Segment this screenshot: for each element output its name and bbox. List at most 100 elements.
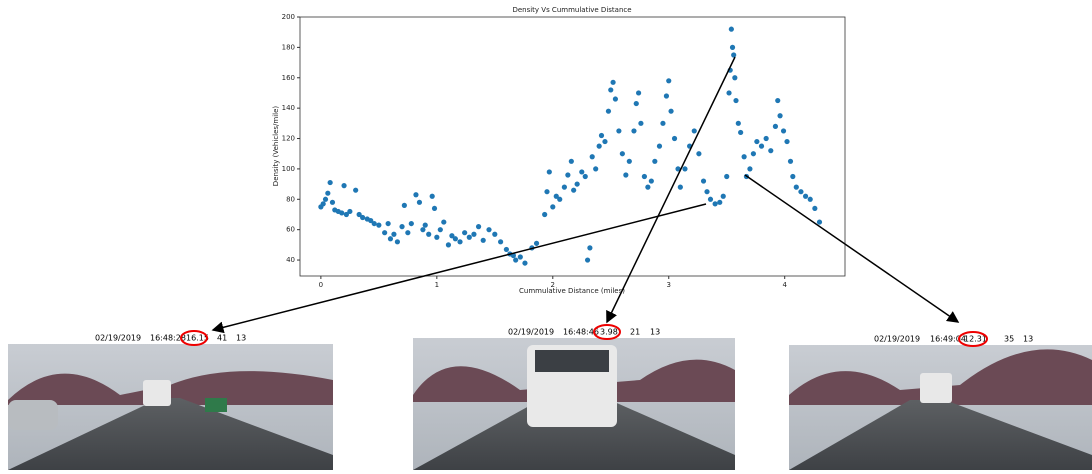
point xyxy=(441,219,446,224)
point xyxy=(438,227,443,232)
point xyxy=(402,203,407,208)
point xyxy=(562,185,567,190)
point xyxy=(708,197,713,202)
point xyxy=(798,189,803,194)
point xyxy=(812,206,817,211)
point xyxy=(569,159,574,164)
point xyxy=(347,209,352,214)
x-tick-label: 4 xyxy=(782,281,787,289)
point xyxy=(417,200,422,205)
point xyxy=(409,221,414,226)
point xyxy=(376,223,381,228)
point xyxy=(682,166,687,171)
point xyxy=(738,130,743,135)
frame-speed: 35 xyxy=(1004,335,1014,344)
point xyxy=(616,128,621,133)
y-tick-label: 180 xyxy=(282,43,295,51)
point xyxy=(405,230,410,235)
y-tick-label: 200 xyxy=(282,13,295,21)
point xyxy=(486,227,491,232)
point xyxy=(382,230,387,235)
frame-lane: 13 xyxy=(236,334,246,343)
point xyxy=(613,96,618,101)
point xyxy=(620,151,625,156)
point xyxy=(575,181,580,186)
point xyxy=(781,128,786,133)
point xyxy=(664,93,669,98)
point xyxy=(467,235,472,240)
x-axis-label: Cummulative Distance (miles) xyxy=(519,287,625,295)
point xyxy=(754,139,759,144)
frame-distance: 12.31 xyxy=(964,335,987,344)
frame-lane: 13 xyxy=(1023,335,1033,344)
y-tick-label: 140 xyxy=(282,104,295,112)
point xyxy=(777,113,782,118)
point xyxy=(518,254,523,259)
point xyxy=(794,185,799,190)
point xyxy=(660,121,665,126)
point xyxy=(642,174,647,179)
point xyxy=(426,232,431,237)
point xyxy=(590,154,595,159)
point xyxy=(481,238,486,243)
point xyxy=(790,174,795,179)
video-frame: 02/19/2019 16:48:28 16.15 41 13 xyxy=(8,331,333,470)
point xyxy=(325,191,330,196)
point xyxy=(457,239,462,244)
point xyxy=(597,144,602,149)
point xyxy=(353,188,358,193)
point xyxy=(736,121,741,126)
y-tick-label: 160 xyxy=(282,74,295,82)
point xyxy=(634,101,639,106)
point xyxy=(627,159,632,164)
point xyxy=(522,260,527,265)
point xyxy=(330,200,335,205)
point xyxy=(471,232,476,237)
point xyxy=(571,188,576,193)
point xyxy=(666,78,671,83)
point xyxy=(636,90,641,95)
frame-speed: 21 xyxy=(630,328,640,337)
point xyxy=(696,151,701,156)
point xyxy=(657,144,662,149)
x-tick-label: 3 xyxy=(667,281,671,289)
point xyxy=(817,219,822,224)
point xyxy=(775,98,780,103)
point xyxy=(721,194,726,199)
point xyxy=(587,245,592,250)
point xyxy=(747,166,752,171)
y-tick-label: 100 xyxy=(282,165,295,173)
point xyxy=(759,144,764,149)
frame-date: 02/19/2019 xyxy=(874,335,920,344)
point xyxy=(462,230,467,235)
point xyxy=(498,239,503,244)
point xyxy=(631,128,636,133)
point xyxy=(606,109,611,114)
point xyxy=(645,185,650,190)
frame-lane: 13 xyxy=(650,328,660,337)
point xyxy=(593,166,598,171)
point xyxy=(550,204,555,209)
point xyxy=(360,215,365,220)
point xyxy=(453,236,458,241)
x-tick-label: 2 xyxy=(551,281,555,289)
point xyxy=(446,242,451,247)
point xyxy=(726,90,731,95)
point xyxy=(731,52,736,57)
point xyxy=(730,45,735,50)
point xyxy=(423,223,428,228)
frame-speed: 41 xyxy=(217,334,227,343)
point xyxy=(724,174,729,179)
point xyxy=(713,201,718,206)
point xyxy=(341,183,346,188)
video-frame: 02/19/2019 16:49:04 12.31 35 13 xyxy=(789,332,1092,470)
point xyxy=(513,257,518,262)
point xyxy=(599,133,604,138)
page: Density Vs Cummulative Distance Cummulat… xyxy=(0,0,1092,470)
point xyxy=(372,221,377,226)
point xyxy=(339,210,344,215)
point xyxy=(420,227,425,232)
point xyxy=(544,189,549,194)
point xyxy=(388,236,393,241)
point xyxy=(565,172,570,177)
